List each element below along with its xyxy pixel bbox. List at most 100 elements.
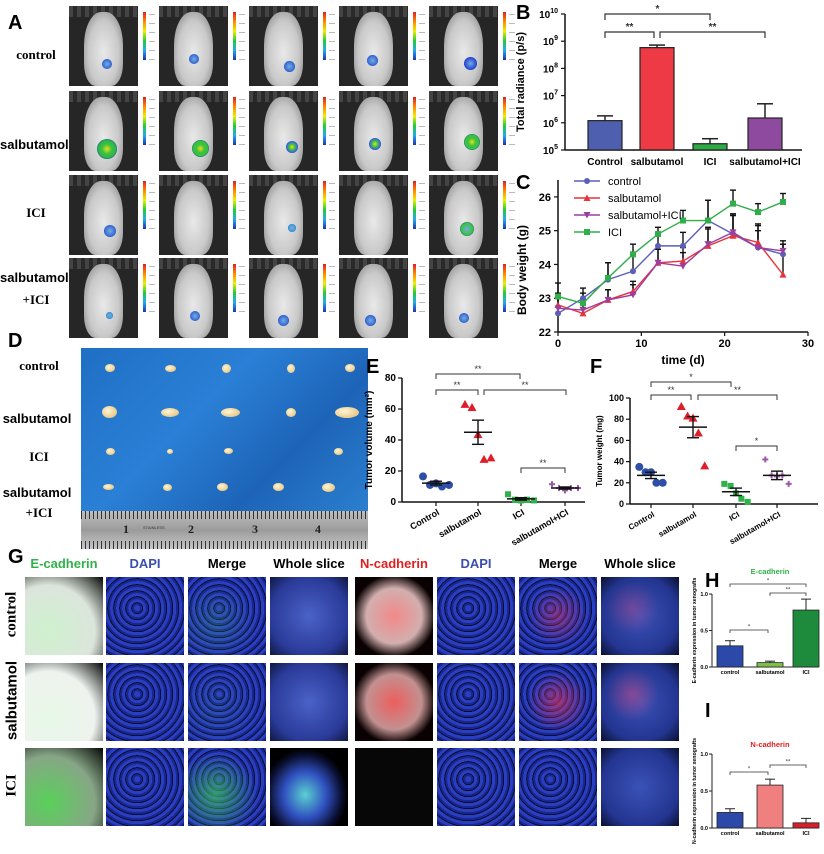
scale-tick — [149, 266, 155, 267]
svg-text:0: 0 — [619, 499, 624, 509]
mouse-image — [69, 91, 138, 171]
scale-tick — [239, 219, 245, 220]
ruler: STAINLESS 1 2 3 4 — [81, 511, 368, 549]
tumor — [105, 447, 115, 455]
svg-text:Control: Control — [627, 510, 656, 532]
mouse-image — [69, 258, 138, 338]
tumor — [216, 483, 228, 491]
cage-bars — [159, 91, 228, 103]
mouse-body — [444, 97, 483, 171]
tumor — [161, 407, 179, 417]
luminescence-signal — [459, 222, 474, 237]
color-scale-bar — [141, 175, 161, 255]
scale-tick — [509, 108, 515, 109]
svg-text:20: 20 — [719, 338, 731, 350]
color-gradient — [143, 181, 146, 229]
scale-tick — [239, 284, 245, 285]
scale-tick — [329, 23, 335, 24]
scale-tick — [329, 275, 335, 276]
svg-text:0.5: 0.5 — [700, 789, 708, 795]
tumor — [335, 406, 359, 418]
chart-total-radiance: 105 106 107 108 109 1010 Total radiance (p/s) C… — [515, 4, 802, 168]
svg-text:10: 10 — [635, 338, 647, 350]
color-gradient — [413, 264, 416, 312]
scale-tick — [419, 183, 425, 184]
fluorescence-image — [270, 663, 348, 741]
cage-bars — [249, 175, 318, 187]
tumor — [162, 483, 172, 491]
panel-label-b: B — [516, 2, 531, 24]
scale-tick — [329, 14, 335, 15]
tumor — [286, 407, 296, 417]
scale-tick — [329, 135, 335, 136]
cage-bars — [429, 6, 498, 18]
scale-tick — [239, 14, 245, 15]
mouse-image — [429, 6, 498, 86]
color-gradient — [143, 97, 146, 145]
scale-tick — [509, 201, 515, 202]
scale-tick — [329, 126, 335, 127]
tumor — [223, 448, 233, 454]
mouse-body — [264, 264, 303, 338]
scale-tick — [329, 99, 335, 100]
tumor — [167, 448, 173, 454]
luminescence-signal — [283, 60, 295, 72]
scale-tick — [509, 144, 515, 145]
svg-text:salbutamol: salbutamol — [631, 157, 684, 168]
mouse-image — [69, 6, 138, 86]
scale-tick — [149, 201, 155, 202]
color-scale-bar — [501, 258, 521, 338]
ruler-number-1: 1 — [123, 522, 129, 536]
panel-a-row-label-ici: ICI — [26, 205, 46, 220]
svg-text:1.0: 1.0 — [700, 592, 708, 598]
svg-text:E-cadherin: E-cadherin — [751, 567, 790, 576]
color-gradient — [413, 97, 416, 145]
mouse-image — [249, 91, 318, 171]
mouse-image — [249, 6, 318, 86]
scale-tick — [149, 41, 155, 42]
fluorescence-image — [355, 577, 433, 655]
tumor — [333, 447, 343, 455]
panel-d-row-label-ici: ICI — [29, 449, 49, 464]
mouse-image — [429, 91, 498, 171]
color-scale-bar — [321, 258, 341, 338]
cage-bars — [159, 6, 228, 18]
panel-label-f: F — [590, 356, 603, 378]
ruler-number-2: 2 — [188, 522, 194, 536]
scale-tick — [419, 50, 425, 51]
svg-text:60: 60 — [614, 435, 624, 445]
scale-tick — [149, 99, 155, 100]
tumor — [105, 364, 115, 372]
fluorescence-image — [601, 577, 679, 655]
mouse-image — [69, 175, 138, 255]
scale-tick — [149, 210, 155, 211]
panel-label-e: E — [366, 356, 380, 378]
svg-text:106: 106 — [543, 117, 558, 130]
mouse-body — [354, 264, 393, 338]
scale-tick — [149, 302, 155, 303]
svg-text:**: ** — [786, 588, 791, 594]
column-header-whole-slice: Whole slice — [273, 556, 345, 571]
svg-text:salbutamol: salbutamol — [657, 510, 698, 539]
scale-tick — [239, 275, 245, 276]
scale-tick — [509, 126, 515, 127]
scale-tick — [419, 210, 425, 211]
luminescence-signal — [365, 314, 377, 326]
svg-text:time (d): time (d) — [661, 353, 704, 367]
color-scale-bar — [411, 6, 431, 86]
scale-tick — [419, 266, 425, 267]
scale-tick — [509, 50, 515, 51]
svg-text:ICI: ICI — [608, 227, 622, 239]
svg-text:107: 107 — [543, 90, 558, 103]
svg-text:Control: Control — [587, 157, 623, 168]
fluorescence-image — [355, 748, 433, 826]
column-header-merge: Merge — [538, 556, 578, 571]
scale-tick — [329, 302, 335, 303]
luminescence-signal — [366, 54, 378, 66]
scale-tick — [329, 219, 335, 220]
mouse-image — [429, 175, 498, 255]
svg-text:**: ** — [626, 22, 634, 33]
luminescence-signal — [278, 314, 289, 326]
scale-tick — [419, 32, 425, 33]
scale-tick — [419, 144, 425, 145]
